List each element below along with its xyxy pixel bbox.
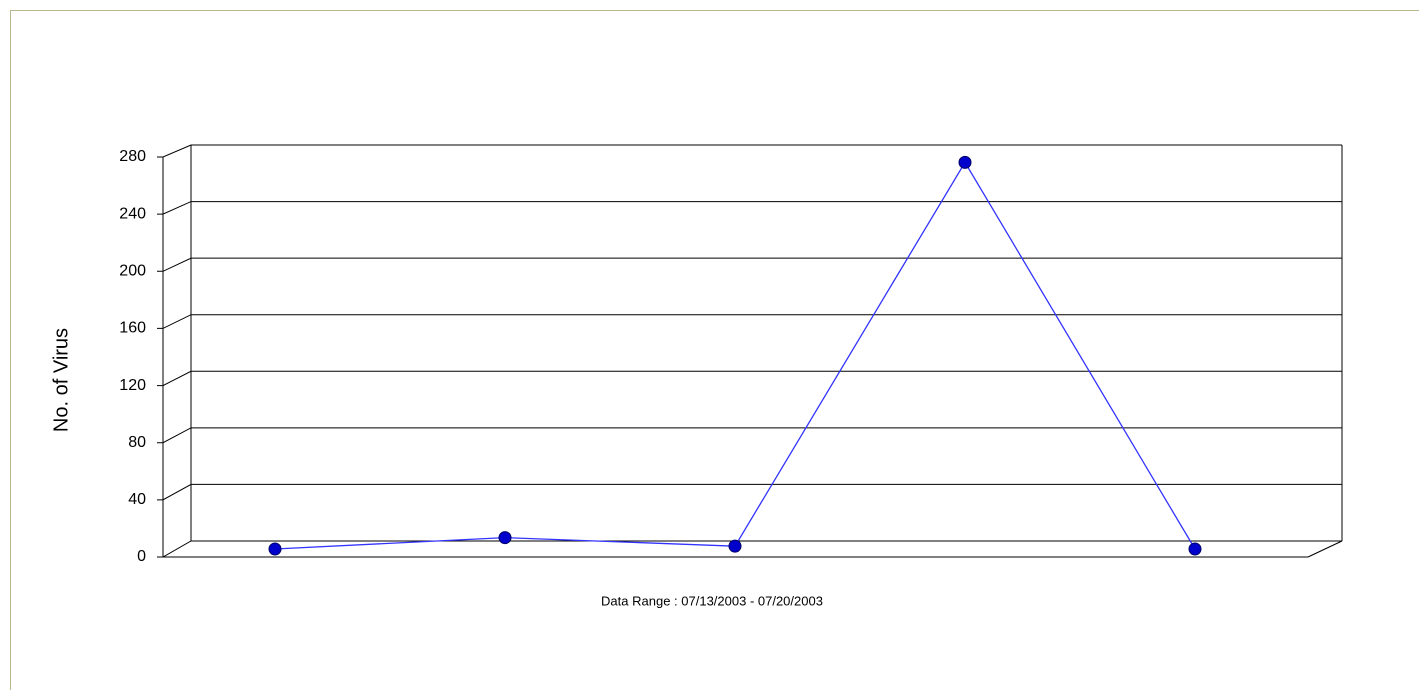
y-tick-label: 0 (137, 548, 146, 565)
point (498, 531, 512, 545)
y-tick-label: 40 (128, 491, 146, 508)
grid-line (157, 370, 1342, 387)
point (268, 542, 282, 556)
point (728, 539, 742, 553)
grid-line (157, 144, 1342, 158)
grid-line (157, 540, 1342, 558)
page-border (10, 10, 1419, 690)
y-axis-title: No. of Virus (50, 328, 72, 432)
subtitle: Data Range : 07/13/2003 - 07/20/2003 (601, 593, 823, 608)
y-tick-label: 80 (128, 434, 146, 451)
floor-right-edge (1307, 540, 1343, 558)
grid-line (157, 314, 1342, 329)
point (1188, 542, 1202, 556)
frame (162, 144, 1343, 558)
y-tick-label: 240 (119, 205, 146, 222)
y-tick-label: 160 (119, 320, 146, 337)
grid-line (157, 483, 1342, 501)
line (274, 161, 1196, 550)
point (958, 155, 972, 169)
y-tick-label: 280 (119, 148, 146, 165)
grid-line (157, 201, 1342, 215)
y-tick-label: 120 (119, 377, 146, 394)
grid-line (157, 257, 1342, 272)
grid-line (157, 427, 1342, 444)
y-tick-label: 200 (119, 263, 146, 280)
